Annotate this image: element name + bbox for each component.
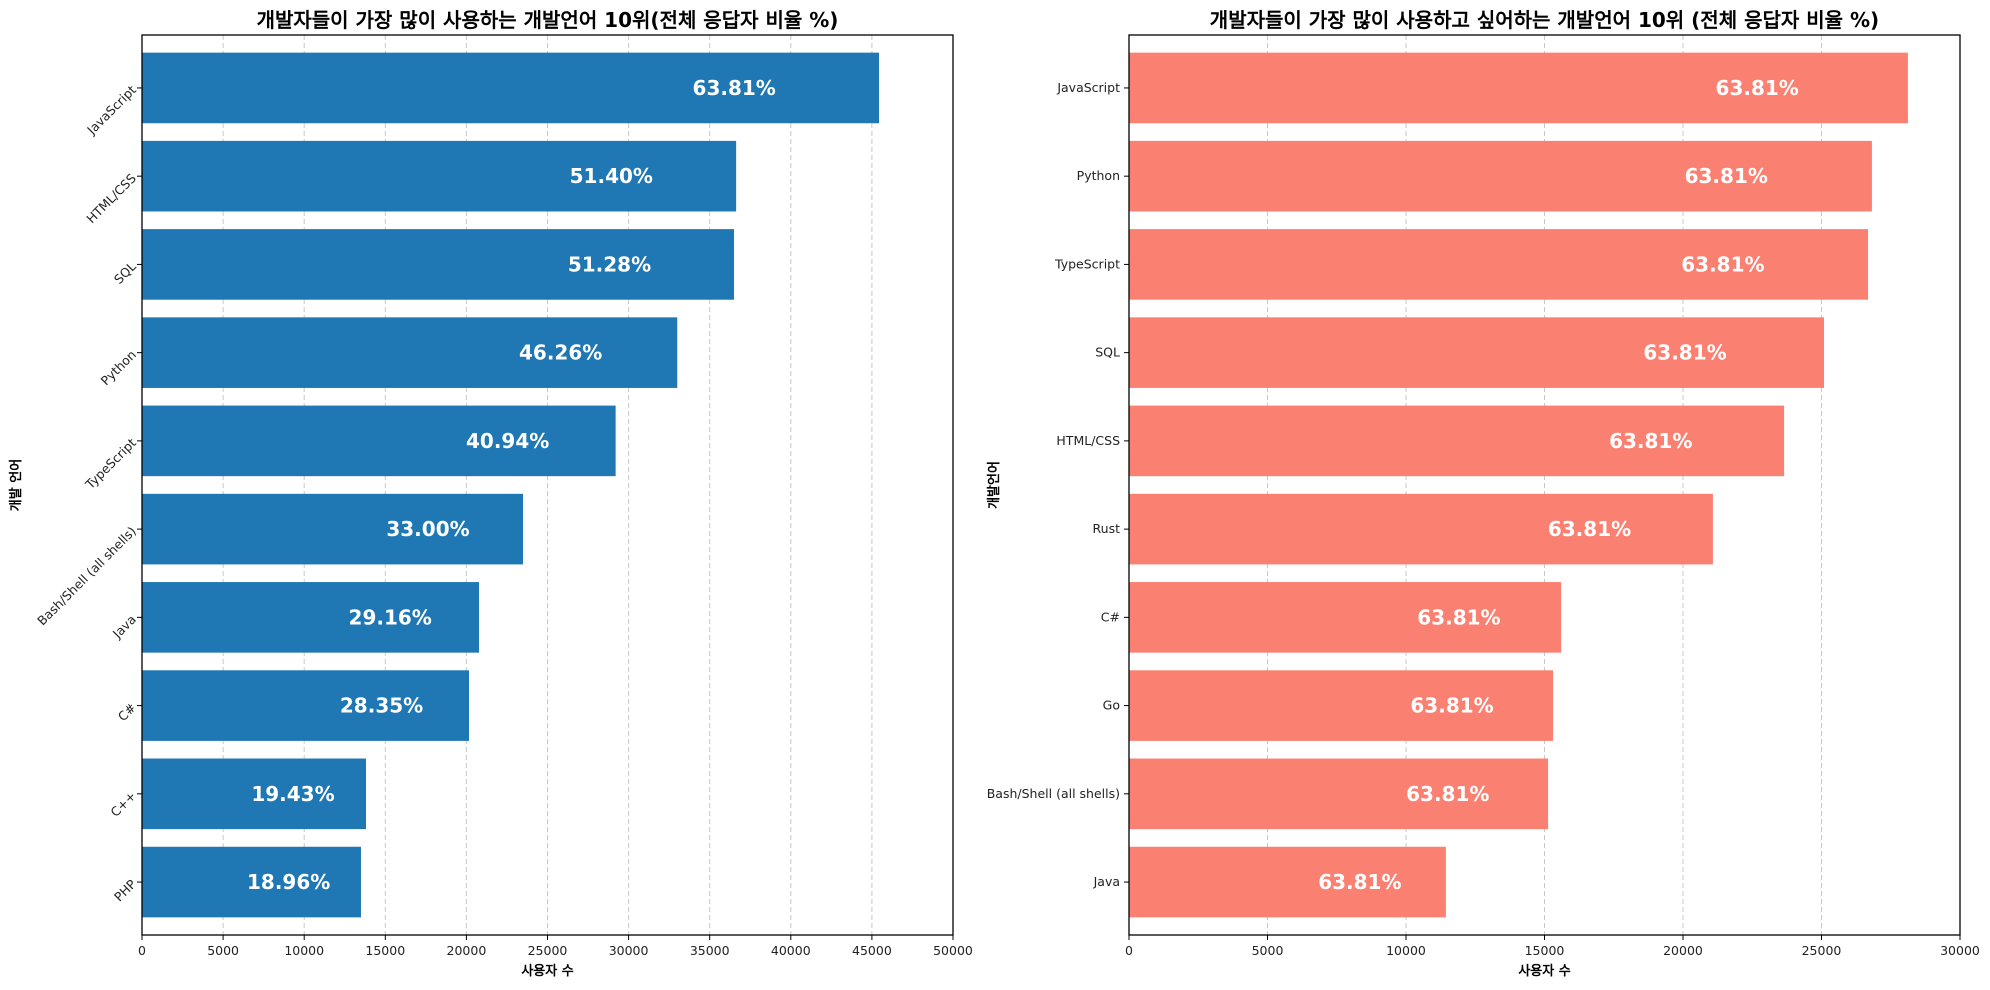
bar-value-label: 46.26% <box>519 341 602 365</box>
x-tick-label: 0 <box>138 943 146 958</box>
x-tick-label: 0 <box>1125 943 1133 958</box>
x-tick-label: 30000 <box>1940 943 1980 958</box>
bars <box>1129 52 1908 918</box>
y-tick-label: C# <box>1101 609 1120 624</box>
x-tick-label: 30000 <box>609 943 649 958</box>
y-tick-label: Java <box>1093 874 1120 889</box>
bar <box>1129 493 1713 565</box>
bar-value-label: 63.81% <box>1417 605 1500 629</box>
x-tick-label: 40000 <box>771 943 811 958</box>
gridlines <box>1267 35 1822 935</box>
y-tick-label: JavaScript <box>83 82 139 138</box>
y-axis-label: 개발언어 <box>986 461 1002 509</box>
gridlines <box>222 35 873 935</box>
bars <box>142 52 880 918</box>
bar <box>142 582 480 653</box>
chart-title: 개발자들이 가장 많이 사용하는 개발언어 10위(전체 응답자 비율 %) <box>257 8 839 32</box>
bar-value-label: 63.81% <box>693 76 776 100</box>
bar-value-label: 63.81% <box>1548 517 1631 541</box>
y-tick-label: TypeScript <box>82 435 139 492</box>
bar-value-label: 63.81% <box>1609 429 1692 453</box>
x-tick-label: 5000 <box>207 943 239 958</box>
bar-labels: 63.81% 63.81% 63.81% 63.81% 63.81% 63.81% 63.8… <box>1318 76 1799 894</box>
bar <box>142 317 678 388</box>
bar-value-label: 63.81% <box>1318 870 1401 894</box>
x-axis-ticks: 0 5000 10000 15000 20000 25000 30000 <box>1125 935 1980 958</box>
x-axis-label: 사용자 수 <box>521 963 573 979</box>
bar-value-label: 19.43% <box>251 782 334 806</box>
x-tick-label: 10000 <box>284 943 324 958</box>
bar <box>142 758 366 830</box>
bar <box>1129 758 1549 830</box>
y-tick-label: Rust <box>1093 521 1121 536</box>
y-tick-label: C# <box>115 700 139 724</box>
bar <box>1129 52 1908 124</box>
y-tick-label: HTML/CSS <box>1056 433 1120 448</box>
bar <box>1129 317 1824 388</box>
bar <box>1129 140 1872 212</box>
bar-value-label: 63.81% <box>1643 341 1726 365</box>
bar-value-label: 63.81% <box>1410 694 1493 718</box>
bar <box>142 52 880 124</box>
bar-value-label: 18.96% <box>247 870 330 894</box>
y-axis-ticks: JavaScript Python TypeScript SQL HTML/CSS Rus… <box>987 80 1129 889</box>
x-tick-label: 5000 <box>1252 943 1284 958</box>
bar-value-label: 63.81% <box>1716 76 1799 100</box>
y-tick-label: HTML/CSS <box>83 170 139 226</box>
y-tick-label: JavaScript <box>1056 80 1120 95</box>
x-tick-label: 45000 <box>852 943 892 958</box>
bar <box>142 405 616 477</box>
y-axis-ticks: JavaScript HTML/CSS SQL Python TypeScript Bas… <box>34 82 142 904</box>
y-tick-label: Python <box>98 347 139 388</box>
chart-most-used-languages: 개발자들이 가장 많이 사용하는 개발언어 10위(전체 응답자 비율 %) 6… <box>8 8 973 979</box>
x-tick-label: 15000 <box>365 943 405 958</box>
bar-value-label: 63.81% <box>1406 782 1489 806</box>
y-tick-label: Java <box>109 612 139 642</box>
x-tick-label: 10000 <box>1386 943 1426 958</box>
y-axis-label: 개발 언어 <box>8 459 24 511</box>
bar-labels: 63.81% 51.40% 51.28% 46.26% 40.94% 33.00% 29.1… <box>247 76 776 894</box>
x-tick-label: 25000 <box>528 943 568 958</box>
bar <box>1129 846 1446 918</box>
bar-value-label: 51.40% <box>570 164 653 188</box>
chart-most-wanted-languages: 개발자들이 가장 많이 사용하고 싶어하는 개발언어 10위 (전체 응답자 비… <box>986 8 1980 979</box>
x-tick-label: 50000 <box>933 943 973 958</box>
y-tick-label: SQL <box>111 259 139 287</box>
x-tick-label: 25000 <box>1802 943 1842 958</box>
x-axis-label: 사용자 수 <box>1518 963 1570 979</box>
bar-value-label: 28.35% <box>340 694 423 718</box>
bar-value-label: 51.28% <box>568 252 651 276</box>
y-tick-label: PHP <box>111 876 139 904</box>
y-tick-label: TypeScript <box>1054 256 1120 271</box>
x-tick-label: 20000 <box>1663 943 1703 958</box>
x-tick-label: 20000 <box>447 943 487 958</box>
bar <box>142 846 361 918</box>
x-tick-label: 35000 <box>690 943 730 958</box>
bar <box>1129 670 1554 741</box>
y-tick-label: Go <box>1103 698 1120 713</box>
y-tick-label: Bash/Shell (all shells) <box>34 523 139 628</box>
bar <box>1129 405 1785 477</box>
bar <box>142 670 469 741</box>
bar-value-label: 29.16% <box>349 605 432 629</box>
bar-value-label: 63.81% <box>1685 164 1768 188</box>
bar-value-label: 63.81% <box>1681 252 1764 276</box>
y-tick-label: Python <box>1077 168 1120 183</box>
y-tick-label: Bash/Shell (all shells) <box>987 786 1120 801</box>
chart-title: 개발자들이 가장 많이 사용하고 싶어하는 개발언어 10위 (전체 응답자 비… <box>1210 8 1879 32</box>
bar <box>1129 582 1562 653</box>
bar <box>142 140 737 212</box>
bar-value-label: 33.00% <box>386 517 469 541</box>
bar <box>142 229 735 300</box>
y-tick-label: SQL <box>1095 345 1120 360</box>
bar <box>1129 229 1869 300</box>
y-tick-label: C++ <box>107 788 139 820</box>
x-tick-label: 15000 <box>1525 943 1565 958</box>
bar-value-label: 40.94% <box>466 429 549 453</box>
bar <box>142 493 524 565</box>
x-axis-ticks: 0 5000 10000 15000 20000 25000 30000 35000 40000… <box>138 935 973 958</box>
